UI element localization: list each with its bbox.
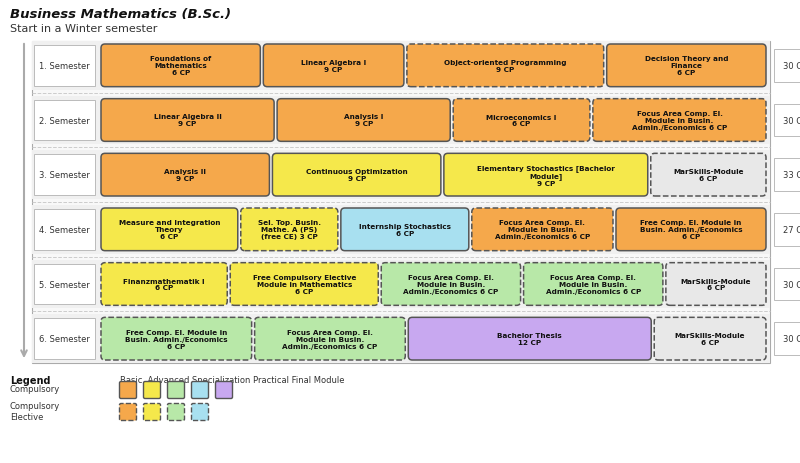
Text: 30 CP: 30 CP [783, 280, 800, 289]
FancyBboxPatch shape [101, 100, 274, 142]
Text: Free Comp. El. Module in
Busin. Admin./Economics
6 CP: Free Comp. El. Module in Busin. Admin./E… [125, 329, 228, 349]
FancyBboxPatch shape [666, 263, 766, 306]
Text: MarSkills-Module
6 CP: MarSkills-Module 6 CP [675, 332, 746, 345]
FancyBboxPatch shape [34, 100, 95, 141]
FancyBboxPatch shape [191, 382, 209, 399]
Text: Finanzmathematik I
6 CP: Finanzmathematik I 6 CP [123, 278, 205, 291]
FancyBboxPatch shape [101, 45, 260, 88]
FancyBboxPatch shape [34, 210, 95, 250]
FancyBboxPatch shape [408, 318, 651, 360]
Text: 27 CP: 27 CP [783, 225, 800, 234]
FancyBboxPatch shape [616, 208, 766, 251]
Text: 30 CP: 30 CP [783, 116, 800, 125]
FancyBboxPatch shape [230, 263, 378, 306]
Text: Object-oriented Programming
9 CP: Object-oriented Programming 9 CP [444, 60, 566, 73]
FancyBboxPatch shape [167, 382, 185, 399]
FancyBboxPatch shape [143, 382, 161, 399]
FancyBboxPatch shape [34, 319, 95, 359]
Text: Focus Area Comp. El.
Module in Busin.
Admin./Economics 6 CP: Focus Area Comp. El. Module in Busin. Ad… [282, 329, 378, 349]
Text: MarSkills-Module
6 CP: MarSkills-Module 6 CP [673, 169, 744, 182]
Bar [32, 315, 770, 363]
Text: Analysis I
9 CP: Analysis I 9 CP [344, 114, 383, 127]
FancyBboxPatch shape [593, 100, 766, 142]
Bar [32, 260, 770, 309]
Text: MarSkills-Module
6 CP: MarSkills-Module 6 CP [681, 278, 751, 291]
Text: 1. Semester: 1. Semester [39, 62, 90, 71]
FancyBboxPatch shape [341, 208, 469, 251]
FancyBboxPatch shape [34, 46, 95, 87]
Text: Start in a Winter semester: Start in a Winter semester [10, 24, 158, 34]
FancyBboxPatch shape [101, 263, 227, 306]
Text: Foundations of
Mathematics
6 CP: Foundations of Mathematics 6 CP [150, 56, 211, 76]
Text: Internship Stochastics
6 CP: Internship Stochastics 6 CP [359, 223, 451, 236]
Text: Microeconomics I
6 CP: Microeconomics I 6 CP [486, 114, 557, 127]
FancyBboxPatch shape [382, 263, 521, 306]
Bar [32, 42, 770, 90]
FancyBboxPatch shape [774, 105, 800, 137]
FancyBboxPatch shape [774, 50, 800, 82]
FancyBboxPatch shape [654, 318, 766, 360]
FancyBboxPatch shape [101, 318, 252, 360]
Text: Measure and Integration
Theory
6 CP: Measure and Integration Theory 6 CP [118, 220, 220, 240]
Text: Focus Area Comp. El.
Module in Busin.
Admin./Economics 6 CP: Focus Area Comp. El. Module in Busin. Ad… [403, 275, 498, 294]
FancyBboxPatch shape [444, 154, 648, 197]
Text: 5. Semester: 5. Semester [39, 280, 90, 289]
FancyBboxPatch shape [167, 404, 185, 420]
Text: 4. Semester: 4. Semester [39, 225, 90, 234]
Text: Compulsory: Compulsory [10, 385, 60, 394]
Bar [32, 42, 770, 363]
Text: Continuous Optimization
9 CP: Continuous Optimization 9 CP [306, 169, 407, 182]
FancyBboxPatch shape [774, 268, 800, 300]
Text: 30 CP: 30 CP [783, 334, 800, 344]
Text: Basic  Advanced Specialization Practical Final Module: Basic Advanced Specialization Practical … [120, 375, 345, 384]
FancyBboxPatch shape [143, 404, 161, 420]
Text: 3. Semester: 3. Semester [39, 171, 90, 180]
Text: Free Comp. El. Module in
Busin. Admin./Economics
6 CP: Free Comp. El. Module in Busin. Admin./E… [640, 220, 742, 240]
FancyBboxPatch shape [277, 100, 450, 142]
Text: 30 CP: 30 CP [783, 62, 800, 71]
Text: Focus Area Comp. El.
Module in Busin.
Admin./Economics 6 CP: Focus Area Comp. El. Module in Busin. Ad… [494, 220, 590, 240]
Text: Focus Area Comp. El.
Module in Busin.
Admin./Economics 6 CP: Focus Area Comp. El. Module in Busin. Ad… [632, 111, 727, 131]
FancyBboxPatch shape [101, 208, 238, 251]
FancyBboxPatch shape [191, 404, 209, 420]
FancyBboxPatch shape [241, 208, 338, 251]
Text: Decision Theory and
Finance
6 CP: Decision Theory and Finance 6 CP [645, 56, 728, 76]
Text: Business Mathematics (B.Sc.): Business Mathematics (B.Sc.) [10, 8, 231, 21]
Text: Elementary Stochastics [Bachelor
Module]
9 CP: Elementary Stochastics [Bachelor Module]… [477, 164, 614, 186]
Text: Linear Algebra II
9 CP: Linear Algebra II 9 CP [154, 114, 222, 127]
Text: Analysis II
9 CP: Analysis II 9 CP [164, 169, 206, 182]
FancyBboxPatch shape [215, 382, 233, 399]
FancyBboxPatch shape [254, 318, 406, 360]
FancyBboxPatch shape [774, 213, 800, 246]
Text: Focus Area Comp. El.
Module in Busin.
Admin./Economics 6 CP: Focus Area Comp. El. Module in Busin. Ad… [546, 275, 641, 294]
Text: Linear Algebra I
9 CP: Linear Algebra I 9 CP [301, 60, 366, 73]
Bar [32, 151, 770, 200]
Text: 6. Semester: 6. Semester [39, 334, 90, 344]
FancyBboxPatch shape [263, 45, 404, 88]
FancyBboxPatch shape [273, 154, 441, 197]
FancyBboxPatch shape [34, 155, 95, 195]
FancyBboxPatch shape [774, 159, 800, 192]
FancyBboxPatch shape [606, 45, 766, 88]
Text: Compulsory
Elective: Compulsory Elective [10, 401, 60, 421]
FancyBboxPatch shape [119, 382, 137, 399]
Text: Legend: Legend [10, 375, 50, 385]
Text: Sel. Top. Busin.
Mathe. A (PS)
(free CE) 3 CP: Sel. Top. Busin. Mathe. A (PS) (free CE)… [258, 220, 321, 240]
Text: 33 CP: 33 CP [783, 171, 800, 180]
FancyBboxPatch shape [34, 264, 95, 305]
FancyBboxPatch shape [650, 154, 766, 197]
FancyBboxPatch shape [407, 45, 604, 88]
Bar [32, 206, 770, 254]
FancyBboxPatch shape [523, 263, 663, 306]
FancyBboxPatch shape [101, 154, 270, 197]
Text: Bachelor Thesis
12 CP: Bachelor Thesis 12 CP [498, 332, 562, 345]
Text: Free Compulsory Elective
Module in Mathematics
6 CP: Free Compulsory Elective Module in Mathe… [253, 275, 356, 294]
FancyBboxPatch shape [119, 404, 137, 420]
FancyBboxPatch shape [774, 323, 800, 355]
Text: 2. Semester: 2. Semester [39, 116, 90, 125]
FancyBboxPatch shape [472, 208, 613, 251]
Bar [32, 96, 770, 145]
FancyBboxPatch shape [454, 100, 590, 142]
